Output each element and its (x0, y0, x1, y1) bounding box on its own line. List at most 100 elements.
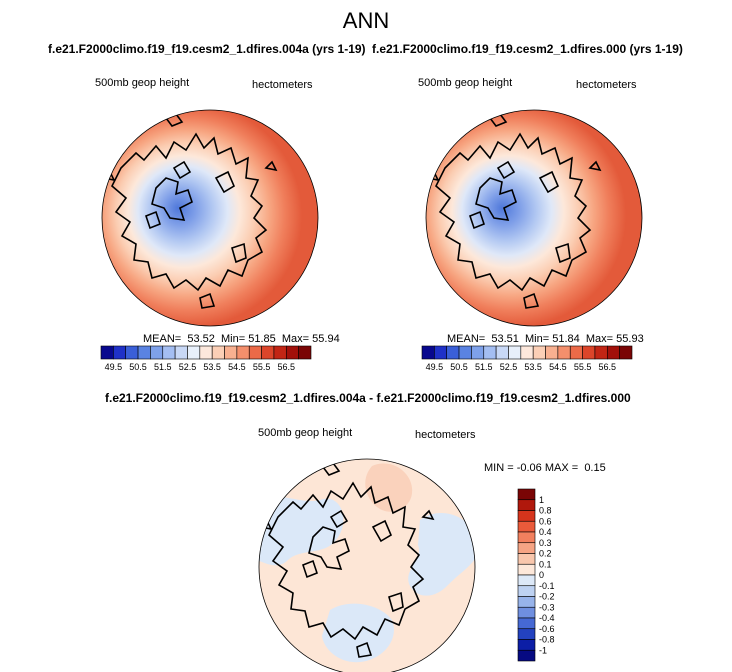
colorbar-difference-tick-label: -0.1 (539, 581, 555, 591)
colorbar-left-swatch (273, 345, 287, 360)
map-right-field (426, 110, 642, 326)
map-left-field (102, 110, 318, 326)
colorbar-right-swatch (619, 345, 633, 360)
colorbar-right-swatch (582, 345, 596, 360)
map-right-border (425, 109, 643, 327)
colorbar-difference-tick-label: -0.4 (539, 613, 555, 623)
colorbar-difference-tick-label: -0.3 (539, 602, 555, 612)
colorbar-right-tick-label: 52.5 (500, 362, 518, 372)
colorbar-difference-tick-label: 0.2 (539, 549, 552, 559)
difference-units: hectometers (415, 429, 476, 441)
difference-title: f.e21.F2000climo.f19_f19.cesm2_1.dfires.… (105, 391, 631, 405)
colorbar-difference: 10.80.60.40.30.20.10-0.1-0.2-0.3-0.4-0.6… (517, 488, 555, 662)
colorbar-left-tick-label: 56.5 (278, 362, 296, 372)
colorbar-right-swatch (569, 345, 583, 360)
colorbar-left-swatch (113, 345, 127, 360)
colorbar-right-swatch (483, 345, 497, 360)
colorbar-difference-swatch (517, 531, 536, 544)
panel-right-variable: 500mb geop height (418, 77, 513, 89)
colorbar-right-swatch (495, 345, 509, 360)
colorbar-right-swatch (557, 345, 571, 360)
colorbar-right: 49.5 50.5 51.5 52.5 53.5 54.5 55.5 56.5 (421, 345, 633, 372)
panel-right-title: f.e21.F2000climo.f19_f19.cesm2_1.dfires.… (372, 42, 683, 56)
difference-positive-region (365, 463, 413, 512)
colorbar-right-swatch (421, 345, 435, 360)
colorbar-left-swatch (224, 345, 238, 360)
page-title: ANN (342, 8, 390, 33)
colorbar-left-tick-label: 55.5 (253, 362, 271, 372)
panel-left-variable: 500mb geop height (95, 77, 190, 89)
colorbar-difference-swatch (517, 499, 536, 511)
colorbar-right-tick-label: 50.5 (450, 362, 468, 372)
colorbar-difference-tick-label: 0.8 (539, 506, 552, 516)
colorbar-right-tick-label: 49.5 (426, 362, 444, 372)
colorbar-difference-tick-label: -0.6 (539, 624, 555, 634)
colorbar-right-tick-label: 54.5 (549, 362, 567, 372)
colorbar-difference-swatch (517, 574, 536, 587)
panel-right-stats: MEAN= 53.51 Min= 51.84 Max= 55.93 (447, 333, 644, 345)
colorbar-left-tick-label: 49.5 (105, 362, 123, 372)
panel-left-stats: MEAN= 53.52 Min= 51.85 Max= 55.94 (143, 333, 340, 345)
colorbar-left-swatch (100, 345, 114, 360)
colorbar-left-swatch (211, 345, 225, 360)
colorbar-left-swatch (137, 345, 151, 360)
colorbar-difference-swatch (517, 606, 536, 619)
colorbar-right-swatch (446, 345, 460, 360)
colorbar-difference-swatch (517, 510, 536, 522)
map-left-border (101, 109, 319, 327)
colorbar-right-swatch (606, 345, 620, 360)
colorbar-right-tick-label: 55.5 (574, 362, 592, 372)
panel-right-units: hectometers (576, 79, 637, 91)
colorbar-left-tick-label: 53.5 (203, 362, 221, 372)
map-difference-border (258, 458, 476, 672)
difference-negative-region (259, 496, 344, 566)
colorbar-right-swatch (458, 345, 472, 360)
difference-negative-region (322, 603, 394, 663)
colorbar-difference-tick-label: -0.2 (539, 592, 555, 602)
colorbar-difference-tick-label: 0 (539, 570, 544, 580)
colorbar-right-swatch (508, 345, 522, 360)
colorbar-difference-swatch (517, 520, 536, 533)
colorbar-right-swatch (545, 345, 559, 360)
difference-stats: MIN = -0.06 MAX = 0.15 (484, 462, 606, 474)
colorbar-difference-tick-label: -0.8 (539, 635, 555, 645)
colorbar-left-swatch (236, 345, 250, 360)
colorbar-left-swatch (162, 345, 176, 360)
colorbar-difference-tick-label: 1 (539, 495, 544, 505)
colorbar-left: 49.5 50.5 51.5 52.5 53.5 54.5 55.5 56.5 (100, 345, 312, 372)
colorbar-difference-swatch (517, 542, 536, 554)
colorbar-left-swatch (261, 345, 275, 360)
colorbar-left-tick-label: 52.5 (179, 362, 197, 372)
colorbar-left-swatch (174, 345, 188, 360)
colorbar-left-tick-label: 50.5 (129, 362, 147, 372)
colorbar-difference-swatch (517, 596, 536, 608)
difference-variable: 500mb geop height (258, 427, 353, 439)
colorbar-left-tick-label: 54.5 (228, 362, 246, 372)
panel-left-title: f.e21.F2000climo.f19_f19.cesm2_1.dfires.… (48, 42, 366, 56)
colorbar-left-swatch (187, 345, 201, 360)
map-left (101, 109, 319, 327)
colorbar-left-swatch (125, 345, 139, 360)
colorbar-difference-tick-label: 0.1 (539, 559, 552, 569)
colorbar-left-swatch (285, 345, 299, 360)
panel-left-units: hectometers (252, 79, 313, 91)
colorbar-difference-swatch (517, 639, 536, 651)
colorbar-left-swatch (298, 345, 312, 360)
colorbar-difference-swatch (517, 563, 536, 576)
map-difference (258, 458, 476, 672)
colorbar-difference-swatch (517, 488, 536, 501)
colorbar-right-swatch (471, 345, 485, 360)
colorbar-right-swatch (434, 345, 448, 360)
colorbar-difference-tick-label: 0.6 (539, 516, 552, 526)
colorbar-left-swatch (248, 345, 262, 360)
colorbar-difference-swatch (517, 628, 536, 640)
colorbar-right-tick-label: 53.5 (524, 362, 542, 372)
colorbar-difference-tick-label: -1 (539, 645, 547, 655)
map-right (425, 109, 643, 327)
colorbar-left-tick-label: 51.5 (154, 362, 172, 372)
colorbar-right-swatch (520, 345, 534, 360)
colorbar-right-tick-label: 51.5 (475, 362, 493, 372)
colorbar-difference-swatch (517, 553, 536, 565)
colorbar-difference-swatch (517, 585, 536, 597)
